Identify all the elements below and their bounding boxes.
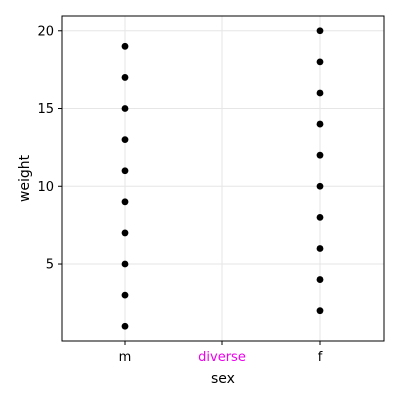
data-point xyxy=(122,43,129,50)
data-point xyxy=(122,230,129,237)
x-tick-label: m xyxy=(119,350,132,365)
data-point xyxy=(122,136,129,143)
data-point xyxy=(122,74,129,81)
data-point xyxy=(122,261,129,268)
x-axis-ticks: m diverse f xyxy=(119,341,323,365)
data-point xyxy=(122,198,129,205)
y-tick-label: 10 xyxy=(37,180,54,195)
data-point xyxy=(317,307,324,314)
data-point xyxy=(317,245,324,252)
data-point xyxy=(122,323,129,330)
data-point xyxy=(122,167,129,174)
data-point xyxy=(317,58,324,65)
y-tick-label: 20 xyxy=(37,24,54,39)
data-point xyxy=(122,105,129,112)
x-tick-label: diverse xyxy=(198,350,246,365)
x-tick-label: f xyxy=(318,350,323,365)
y-tick-label: 15 xyxy=(37,102,54,117)
y-axis-ticks: 5 10 15 20 xyxy=(37,24,62,272)
data-point xyxy=(122,292,129,299)
data-point xyxy=(317,121,324,128)
data-point xyxy=(317,276,324,283)
y-tick-label: 5 xyxy=(46,258,54,273)
plot-area xyxy=(62,16,384,341)
data-point xyxy=(317,183,324,190)
data-point xyxy=(317,90,324,97)
data-point xyxy=(317,152,324,159)
data-point xyxy=(317,27,324,34)
y-axis-label: weight xyxy=(17,154,33,202)
data-point xyxy=(317,214,324,221)
x-axis-label: sex xyxy=(211,371,235,387)
